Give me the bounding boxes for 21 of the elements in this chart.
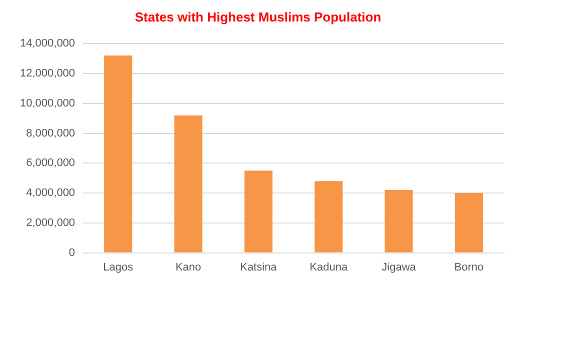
x-tick-label: Kaduna <box>310 261 348 274</box>
y-tick-label: 14,000,000 <box>20 38 76 50</box>
y-tick-label: 6,000,000 <box>26 157 76 170</box>
y-tick-label: 4,000,000 <box>26 187 76 200</box>
y-tick-label: 8,000,000 <box>26 127 76 140</box>
x-tick-label: Kano <box>175 261 202 274</box>
bar <box>104 56 132 252</box>
x-tick-label: Katsina <box>240 261 278 274</box>
x-tick-label: Borno <box>454 261 484 274</box>
y-tick-label: 2,000,000 <box>26 216 76 229</box>
y-tick-label: 10,000,000 <box>20 97 76 110</box>
x-tick-label: Lagos <box>103 261 134 274</box>
bar <box>384 190 413 252</box>
bar <box>174 115 202 252</box>
bar <box>454 193 483 252</box>
chart-title: States with Highest Muslims Population <box>134 9 382 24</box>
bar <box>244 170 272 252</box>
x-tick-label: Jigawa <box>382 261 417 274</box>
bar <box>314 181 343 252</box>
y-tick-label: 0 <box>68 246 76 259</box>
y-tick-label: 12,000,000 <box>20 68 76 80</box>
